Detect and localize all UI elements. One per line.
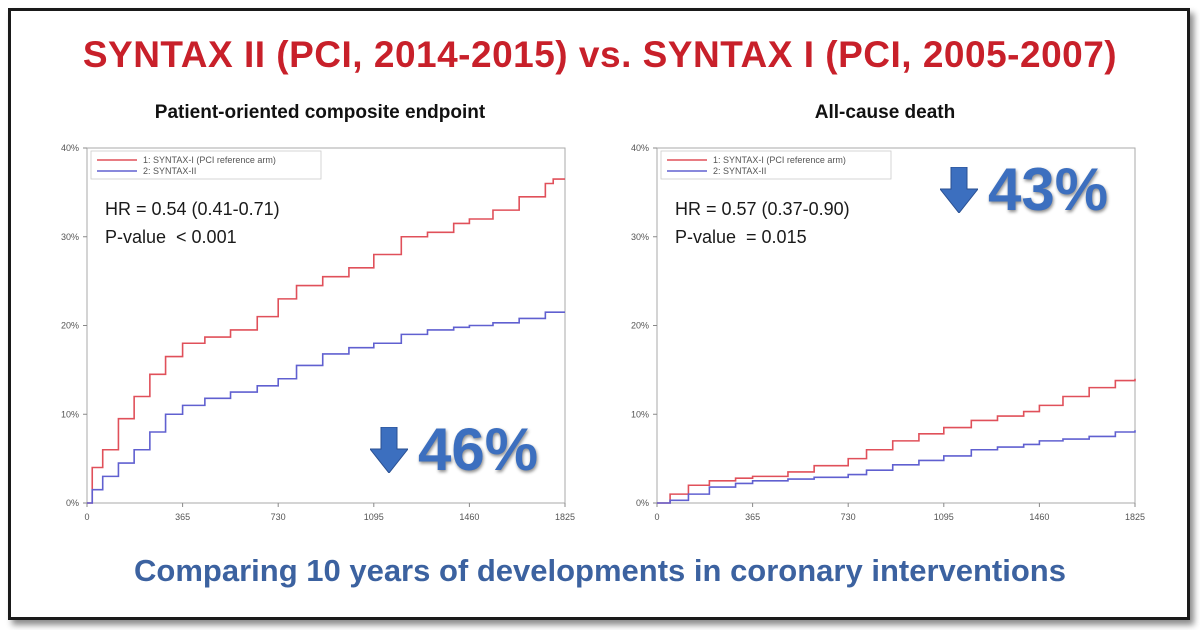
x-tick-label: 0 [84,512,89,522]
down-arrow-icon [370,426,408,473]
x-tick-label: 1095 [934,512,954,522]
chart-legend: 1: SYNTAX-I (PCI reference arm)2: SYNTAX… [660,150,892,180]
chart-2-reduction-value: 43% [988,156,1109,223]
legend-box [660,150,892,180]
y-tick-label: 10% [61,409,79,419]
chart-legend: 1: SYNTAX-I (PCI reference arm)2: SYNTAX… [90,150,322,180]
y-tick-label: 10% [631,409,649,419]
slide-footer: Comparing 10 years of developments in co… [134,553,1066,588]
slide-frame [8,8,1190,620]
legend-label: 2: SYNTAX-II [713,166,766,176]
y-tick-label: 40% [631,143,649,153]
x-tick-label: 0 [654,512,659,522]
x-tick-label: 730 [841,512,856,522]
chart-2-title: All-cause death [814,102,956,123]
chart-2-pvalue: P-value = 0.015 [675,227,807,247]
y-tick-label: 40% [61,143,79,153]
series-line-1 [87,178,565,504]
x-tick-label: 730 [271,512,286,522]
legend-label: 1: SYNTAX-I (PCI reference arm) [713,155,846,165]
x-tick-label: 365 [745,512,760,522]
x-tick-label: 1825 [555,512,575,522]
chart-1-pvalue: P-value < 0.001 [105,227,237,247]
chart-1-reduction: 46% [370,415,538,484]
chart-1-title: Patient-oriented composite endpoint [154,102,486,123]
chart-panel-2: 0% 10% 20% 30% 40% 0 365 730 1095 1460 1825 1: SYNT… [610,140,1145,540]
y-tick-label: 0% [636,498,649,508]
chart-2-reduction: 43% [940,155,1108,224]
y-tick-label: 30% [61,232,79,242]
x-tick-label: 1460 [459,512,479,522]
x-tick-label: 1825 [1125,512,1145,522]
legend-box [90,150,322,180]
chart-2-hr: HR = 0.57 (0.37-0.90) [675,199,850,219]
x-tick-label: 365 [175,512,190,522]
chart-2-plot: 0% 10% 20% 30% 40% 0 365 730 1095 1460 1825 1: SYNT… [631,143,1145,522]
slide-title: SYNTAX II (PCI, 2014-2015) vs. SYNTAX I … [82,34,1118,75]
legend-label: 1: SYNTAX-I (PCI reference arm) [143,155,276,165]
down-arrow-icon [940,166,978,213]
y-tick-label: 0% [66,498,79,508]
chart-1-plot: 0% 10% 20% 30% 40% 0 365 730 1095 1460 1825 1: SYNT… [61,143,575,522]
legend-label: 2: SYNTAX-II [143,166,196,176]
series-line-2 [657,430,1136,504]
series-line-1 [657,378,1136,504]
y-tick-label: 20% [631,321,649,331]
series-line-2 [87,311,565,504]
x-tick-label: 1095 [364,512,384,522]
y-tick-label: 30% [631,232,649,242]
chart-panel-1: 0% 10% 20% 30% 40% 0 365 730 1095 1460 1825 1: SYNT… [40,140,575,540]
x-tick-label: 1460 [1029,512,1049,522]
y-tick-label: 20% [61,321,79,331]
chart-1-reduction-value: 46% [418,416,539,483]
chart-1-hr: HR = 0.54 (0.41-0.71) [105,199,280,219]
